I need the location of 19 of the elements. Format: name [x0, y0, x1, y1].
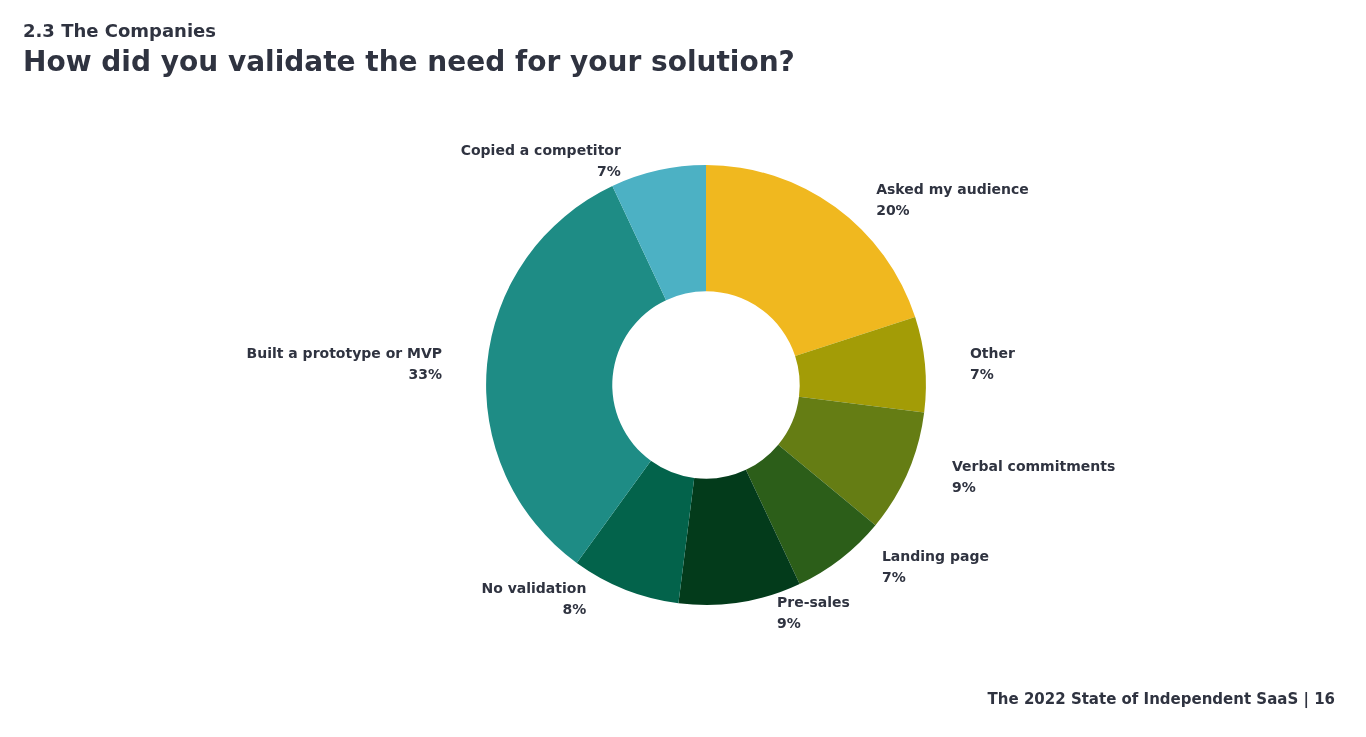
slice-label: Copied a competitor: [460, 142, 621, 159]
data-label: 8%: [562, 601, 587, 618]
chart-title: How did you validate the need for your solution?: [23, 44, 795, 78]
slice-label: Other: [969, 344, 1015, 361]
slice-label: Verbal commitments: [952, 457, 1116, 474]
data-label: 20%: [876, 201, 910, 218]
data-label: 9%: [952, 478, 976, 495]
slice-label: Asked my audience: [876, 180, 1029, 197]
text: The 2022 State of Independent SaaS | 16: [987, 689, 1336, 709]
chart-subtitle: 2.3 The Companies: [23, 19, 216, 41]
data-label: 7%: [597, 163, 621, 180]
data-label: 7%: [969, 365, 994, 382]
data-label: 33%: [408, 365, 443, 382]
slice-label: Landing page: [881, 548, 989, 565]
slice-label: Built a prototype or MVP: [246, 344, 443, 361]
slice-label: Pre-sales: [776, 593, 850, 610]
data-label: 9%: [776, 614, 801, 631]
slice-label: No validation: [481, 580, 587, 597]
data-label: 7%: [881, 569, 906, 586]
